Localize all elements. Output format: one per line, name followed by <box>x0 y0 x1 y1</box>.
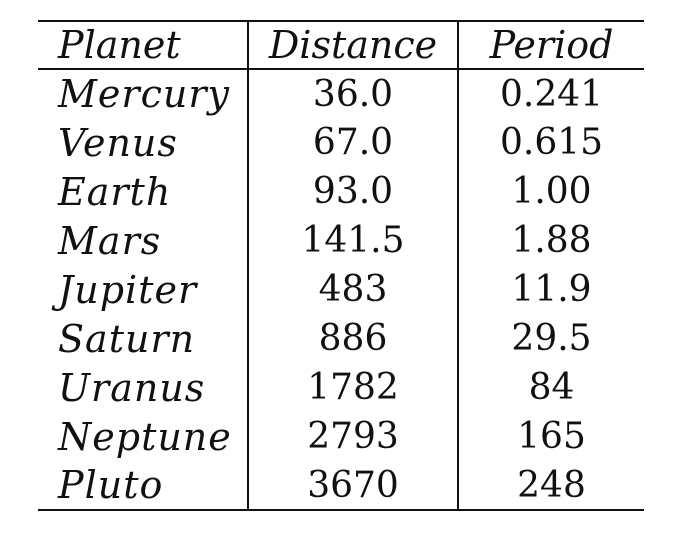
planet-name-cell: Saturn <box>38 314 249 363</box>
distance-cell: 67.0 <box>248 118 459 167</box>
planet-name-cell: Neptune <box>38 412 249 461</box>
table-header: Planet Distance Period <box>38 21 644 69</box>
period-cell: 248 <box>517 464 586 506</box>
planet-table: Planet Distance Period Mercury 36.0 0.241 V… <box>38 20 644 511</box>
distance-cell: 93.0 <box>248 167 459 216</box>
period-cell: 11.9 <box>511 269 592 310</box>
period-cell: 29.5 <box>511 318 592 359</box>
planet-name-cell: Pluto <box>38 461 249 510</box>
header-period: Period <box>489 23 614 67</box>
table-row: Pluto 3670 248 <box>38 461 644 510</box>
table-row: Mars 141.5 1.88 <box>38 216 644 265</box>
table-row: Uranus 1782 84 <box>38 363 644 412</box>
table-row: Venus 67.0 0.615 <box>38 118 644 167</box>
distance-cell: 2793 <box>248 412 459 461</box>
distance-cell: 483 <box>248 265 459 314</box>
period-cell: 1.00 <box>511 171 592 212</box>
period-cell: 84 <box>528 367 575 408</box>
distance-cell: 141.5 <box>248 216 459 265</box>
header-planet: Planet <box>38 21 249 69</box>
table-row: Jupiter 483 11.9 <box>38 265 644 314</box>
planet-name-cell: Uranus <box>38 363 249 412</box>
header-distance: Distance <box>248 21 459 69</box>
period-cell: 165 <box>517 416 586 457</box>
planet-name-cell: Jupiter <box>38 265 249 314</box>
period-cell: 0.241 <box>499 73 604 115</box>
period-cell: 0.615 <box>499 122 604 163</box>
table-row: Neptune 2793 165 <box>38 412 644 461</box>
planet-name-cell: Mercury <box>38 69 249 118</box>
period-cell: 1.88 <box>511 220 592 261</box>
distance-cell: 36.0 <box>248 69 459 118</box>
planet-name-cell: Venus <box>38 118 249 167</box>
header-row: Planet Distance Period <box>38 21 644 69</box>
planet-name-cell: Earth <box>38 167 249 216</box>
distance-cell: 3670 <box>248 461 459 510</box>
table-row: Earth 93.0 1.00 <box>38 167 644 216</box>
table-row: Saturn 886 29.5 <box>38 314 644 363</box>
distance-cell: 886 <box>248 314 459 363</box>
planet-name-cell: Mars <box>38 216 249 265</box>
table-body: Mercury 36.0 0.241 Venus 67.0 0.615 Earth 93.0 1… <box>38 69 644 510</box>
distance-cell: 1782 <box>248 363 459 412</box>
table-row: Mercury 36.0 0.241 <box>38 69 644 118</box>
